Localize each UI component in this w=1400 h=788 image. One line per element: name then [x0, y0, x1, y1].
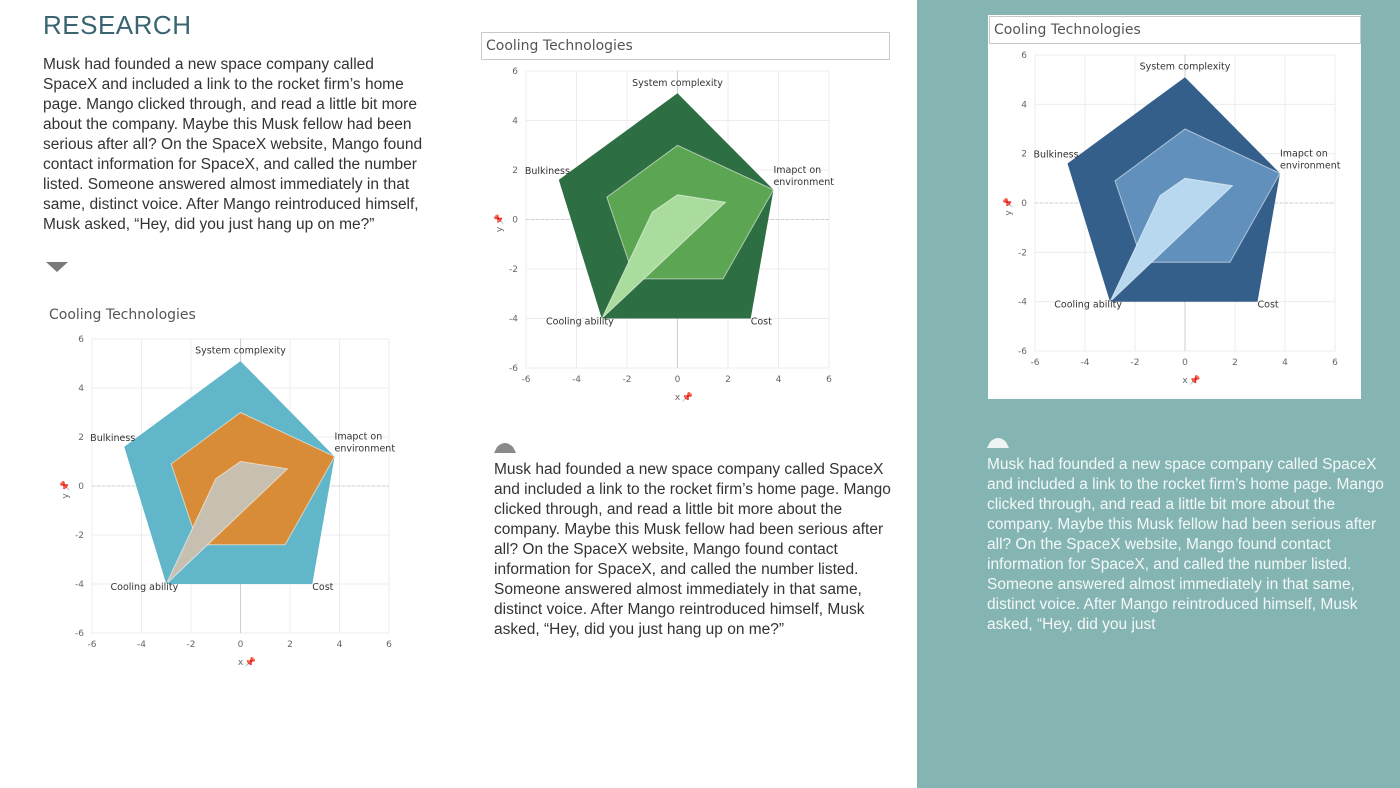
vertex-label: Cost [312, 582, 333, 593]
y-axis-label: y [61, 493, 71, 499]
x-tick-label: -2 [187, 640, 196, 650]
triangle-down-icon [46, 262, 68, 272]
body-text-left: Musk had founded a new space company cal… [43, 56, 423, 233]
triangle-up-icon [494, 443, 516, 453]
x-tick-label: -4 [572, 375, 581, 385]
x-tick-label: 4 [776, 375, 782, 385]
x-tick-label: 4 [337, 640, 343, 650]
y-tick-label: -6 [75, 629, 84, 639]
body-text-right: Musk had founded a new space company cal… [987, 456, 1384, 633]
x-axis-label: x [1182, 376, 1188, 386]
vertex-label: Cooling ability [1054, 300, 1122, 311]
y-tick-label: -4 [1018, 298, 1027, 308]
x-tick-label: -4 [137, 640, 146, 650]
x-tick-label: 6 [1332, 358, 1338, 368]
series-polygon-3 [601, 194, 727, 319]
vertex-label: Imapct on environment [1280, 148, 1341, 171]
x-tick-label: 2 [725, 375, 731, 385]
vertex-label: Bulkiness [1034, 150, 1079, 161]
pin-icon: 📌 [1002, 197, 1014, 208]
body-text-middle: Musk had founded a new space company cal… [494, 461, 891, 638]
vertex-label: System complexity [195, 346, 286, 357]
x-tick-label: -6 [88, 640, 97, 650]
vertex-label: Imapct on environment [335, 432, 396, 455]
y-tick-label: 0 [78, 482, 84, 492]
x-tick-label: 6 [386, 640, 392, 650]
x-tick-label: 4 [1282, 358, 1288, 368]
y-tick-label: -4 [509, 315, 518, 325]
y-tick-label: 6 [1021, 51, 1027, 61]
chart-title-middle: Cooling Technologies [481, 32, 890, 60]
chart-title-right: Cooling Technologies [989, 16, 1361, 44]
y-tick-label: -2 [1018, 248, 1027, 258]
x-tick-label: -2 [623, 375, 632, 385]
pin-icon: 📌 [245, 656, 256, 668]
vertex-label: Imapct on environment [773, 165, 834, 188]
x-tick-label: 2 [1232, 358, 1238, 368]
pin-icon: 📌 [59, 480, 71, 491]
vertex-label: Bulkiness [525, 166, 570, 177]
page-heading: RESEARCH [43, 10, 192, 40]
y-tick-label: -2 [509, 265, 518, 275]
x-tick-label: 6 [826, 375, 832, 385]
y-tick-label: -6 [509, 364, 518, 374]
x-tick-label: 0 [238, 640, 244, 650]
y-tick-label: 4 [512, 117, 518, 127]
y-tick-label: 0 [1021, 199, 1027, 209]
x-tick-label: 0 [1182, 358, 1188, 368]
y-axis-label: y [495, 226, 505, 232]
y-tick-label: 4 [1021, 100, 1027, 110]
vertex-label: Cost [751, 317, 772, 328]
vertex-label: Bulkiness [90, 433, 135, 444]
vertex-label: System complexity [632, 78, 723, 89]
y-axis-label: y [1004, 210, 1014, 216]
vertex-label: System complexity [1140, 62, 1231, 73]
x-axis-label: x [675, 393, 681, 403]
y-tick-label: 0 [512, 216, 518, 226]
y-tick-label: -2 [75, 531, 84, 541]
y-tick-label: 4 [78, 384, 84, 394]
triangle-up-icon [987, 438, 1009, 448]
x-tick-label: -4 [1081, 358, 1090, 368]
series-polygon-3 [1109, 177, 1234, 303]
x-tick-label: -2 [1131, 358, 1140, 368]
pin-icon: 📌 [493, 214, 505, 225]
y-tick-label: 2 [512, 166, 518, 176]
y-tick-label: 2 [1021, 150, 1027, 160]
y-tick-label: 2 [78, 433, 84, 443]
series-polygon-3 [165, 460, 289, 585]
y-tick-label: -6 [1018, 347, 1027, 357]
y-tick-label: 6 [512, 67, 518, 77]
x-tick-label: 0 [675, 375, 681, 385]
vertex-label: Cooling ability [546, 317, 614, 328]
x-tick-label: -6 [522, 375, 531, 385]
y-tick-label: -4 [75, 580, 84, 590]
pin-icon: 📌 [1189, 374, 1200, 386]
pin-icon: 📌 [682, 391, 693, 403]
y-tick-label: 6 [78, 335, 84, 345]
chart-title-left: Cooling Technologies [49, 307, 196, 323]
x-axis-label: x [238, 658, 244, 668]
x-tick-label: -6 [1031, 358, 1040, 368]
x-tick-label: 2 [287, 640, 293, 650]
vertex-label: Cost [1258, 300, 1279, 311]
vertex-label: Cooling ability [111, 582, 179, 593]
